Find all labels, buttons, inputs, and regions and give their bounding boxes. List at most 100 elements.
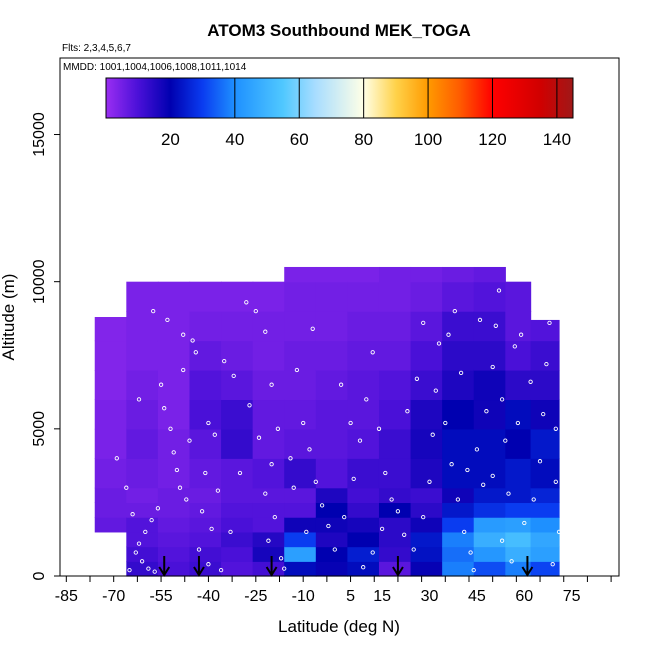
observation-marker [364,397,369,402]
observation-marker [244,300,249,305]
heatmap-cell [410,546,443,562]
observation-marker [379,526,385,532]
heatmap-cell [221,531,254,548]
heatmap-cell [157,311,191,342]
observation-marker [518,332,524,337]
heatmap-cell [94,487,127,504]
heatmap-cell [347,399,380,430]
heatmap-cell [505,340,532,371]
heatmap-cell [442,517,475,533]
profile-arrow [193,556,205,577]
heatmap-cell [505,546,532,562]
observation-marker [493,323,498,328]
observation-marker [152,569,157,574]
heatmap-cell [473,369,506,401]
observation-marker [278,556,284,561]
heatmap-cell [157,369,191,401]
observation-marker [174,467,180,473]
heatmap-cell [252,281,285,312]
heatmap-cell [189,517,222,533]
observation-marker [269,462,274,467]
heatmap-cell [473,517,506,533]
observation-marker [181,367,186,373]
heatmap-cell [505,517,532,533]
observation-marker [515,420,521,426]
observation-marker [537,459,543,464]
colorbar-gradient [105,77,574,119]
chart-title: ATOM3 Southbound MEK_TOGA [207,21,470,40]
heatmap-cell [189,281,222,312]
heatmap-cell [284,281,317,312]
observation-marker [196,547,202,552]
heatmap-cell [126,399,159,430]
observation-marker [253,308,258,314]
observation-marker [348,420,353,426]
observation-marker [162,406,167,411]
heatmap-cell [378,281,412,312]
observation-marker [389,497,394,502]
observation-marker [402,532,407,537]
heatmap-cell [189,399,222,430]
heatmap-cell [189,311,222,342]
heatmap-cell [378,311,412,342]
heatmap-cell [157,531,191,548]
heatmap-cell [410,281,443,312]
profile-arrows [158,556,534,577]
observation-marker [509,559,514,564]
observation-marker [105,547,110,552]
heatmap-cell [442,502,475,518]
observation-marker [139,559,145,564]
observation-marker [481,482,486,487]
heatmap-cell [347,311,380,342]
x-tick-label: 75 [563,588,581,605]
x-tick-label: -10 [292,588,315,605]
observation-marker [465,467,470,473]
observation-marker [506,491,511,496]
heatmap-cell [530,319,560,342]
x-tick-label: -55 [149,588,172,605]
observation-marker [411,547,416,552]
heatmap-cell [442,428,475,459]
heatmap-cell [347,428,380,459]
heatmap-cell [94,517,127,533]
observation-marker [272,514,277,520]
heatmap-cell [473,487,506,504]
heatmap-cell [126,311,159,342]
observation-marker [269,382,274,387]
heatmap-cell [378,340,412,371]
heatmap-cell [473,399,506,430]
x-tick-label: -40 [197,588,220,605]
observation-marker [490,364,495,370]
observation-marker [149,517,154,523]
heatmap-cell [221,517,254,533]
observation-marker [215,488,221,493]
heatmap-cell [221,281,254,312]
heatmap-cell [530,369,560,401]
heatmap-cell [252,502,285,518]
heatmap-cell [252,531,285,548]
plot-frame [59,57,620,577]
observation-marker [556,529,562,535]
heatmap-cell [530,517,560,533]
heatmap-cell [530,561,560,577]
heatmap-cell [284,428,317,459]
heatmap-cell [378,458,412,489]
heatmap-cell [347,458,380,489]
heatmap-cell [157,340,191,371]
heatmap-cell [94,458,127,489]
heatmap-cell [221,311,254,342]
observation-marker [291,485,296,490]
heatmap-cell [347,340,380,371]
x-tick-label: 60 [515,588,533,605]
heatmap-cell [252,458,285,489]
observation-marker [499,397,505,402]
heatmap-cell [410,340,443,371]
heatmap-cell [410,266,443,283]
profile-arrow [521,556,534,577]
heatmap-cell [410,458,443,489]
observation-marker [168,426,173,431]
heatmap-cell [347,502,380,518]
heatmap-cell [473,546,506,562]
heatmap-cell [378,487,412,504]
